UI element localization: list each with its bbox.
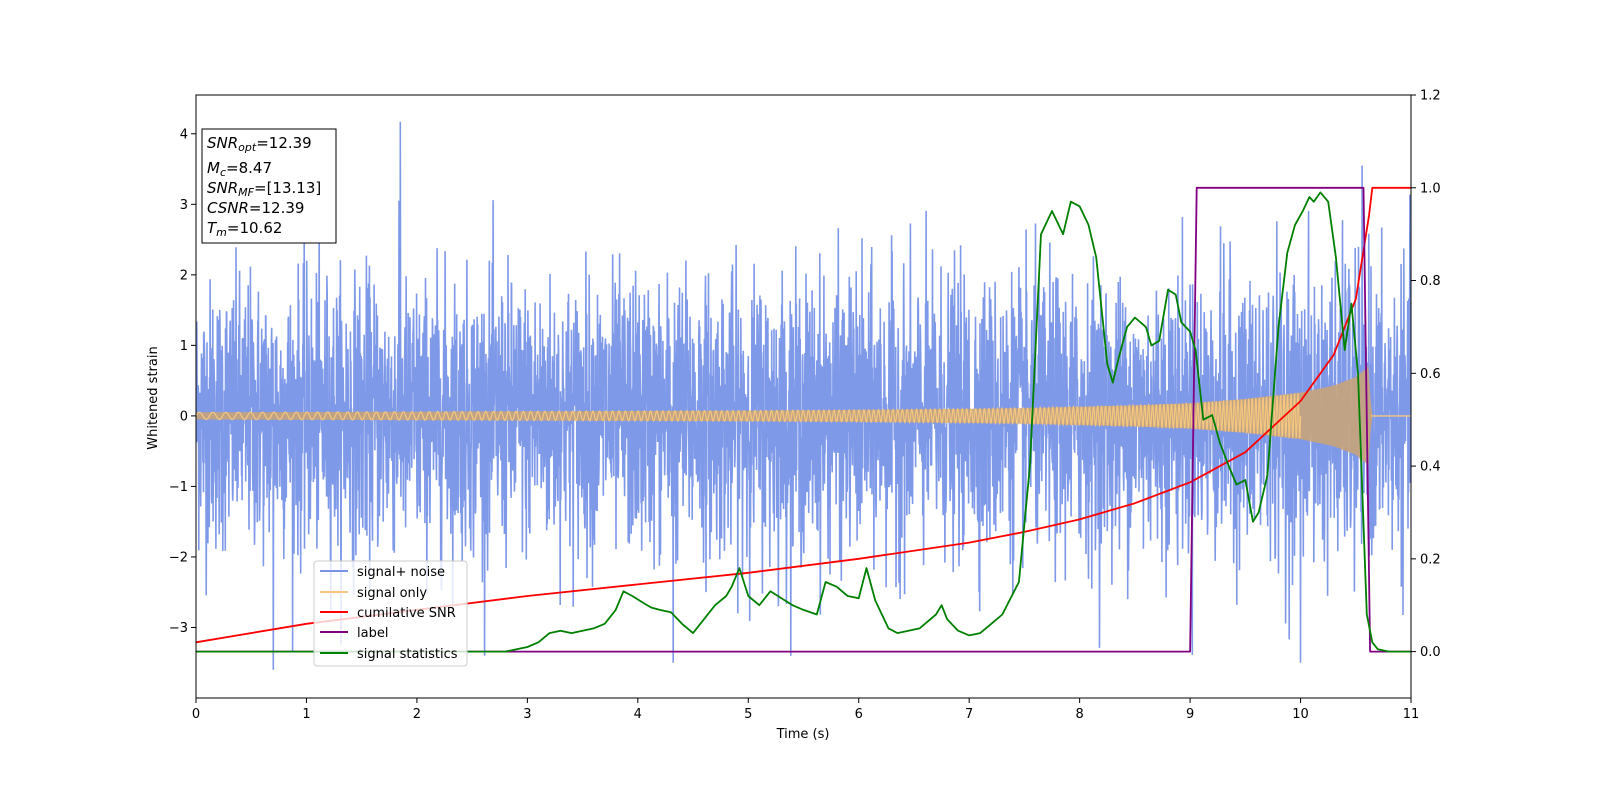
legend: signal+ noise signal only cumilative SNR… <box>313 560 468 667</box>
x-tick-label: 8 <box>1075 707 1083 722</box>
y2-tick-label: 0.2 <box>1420 552 1441 567</box>
y-tick-label: 3 <box>180 198 188 213</box>
svg-text:cumilative SNR: cumilative SNR <box>357 606 456 621</box>
x-tick-label: 5 <box>744 707 752 722</box>
x-tick-label: 10 <box>1292 707 1309 722</box>
signal-statistics-line <box>196 191 1411 653</box>
x-tick-label: 6 <box>855 707 863 722</box>
signal-noise-line <box>196 121 1411 670</box>
y2-tick-label: 1.2 <box>1420 89 1441 104</box>
y-tick-label: −3 <box>169 621 188 636</box>
x-tick-label: 7 <box>965 707 973 722</box>
info-csnr: CSNR=12.39 <box>207 199 304 217</box>
y-tick-label: −2 <box>169 550 188 565</box>
x-tick-label: 3 <box>523 707 531 722</box>
cumulative-snr-series <box>195 186 1411 644</box>
legend-entry-label: label <box>320 626 388 641</box>
x-tick-label: 4 <box>634 707 642 722</box>
y2-tick-label: 0.8 <box>1420 274 1441 289</box>
signal-only-series <box>195 365 1411 466</box>
legend-entry-signal-noise: signal+ noise <box>320 565 445 580</box>
svg-text:label: label <box>357 626 388 641</box>
y2-tick-label: 1.0 <box>1420 181 1441 196</box>
label-series <box>196 186 1411 653</box>
info-box: SNRopt=12.39 Mc=8.47 SNRMF=[13.13] CSNR=… <box>201 128 337 244</box>
x-tick-label: 11 <box>1403 707 1420 722</box>
signal-only-envelope <box>196 365 1411 466</box>
legend-entry-cumulative-snr: cumilative SNR <box>320 606 456 621</box>
signal-statistics-series <box>196 191 1411 653</box>
axes <box>195 94 1412 699</box>
info-mc: Mc=8.47 <box>207 159 272 179</box>
info-snr-mf: SNRMF=[13.13] <box>207 179 321 199</box>
legend-entry-signal-statistics: signal statistics <box>320 647 458 662</box>
svg-text:signal only: signal only <box>357 586 427 601</box>
y-axis-title: Whitened strain <box>146 346 161 449</box>
signal-only-line <box>195 392 1302 440</box>
x-tick-label: 2 <box>413 707 421 722</box>
svg-text:signal+ noise: signal+ noise <box>357 565 445 580</box>
x-tick-label: 9 <box>1186 707 1194 722</box>
y-tick-label: 4 <box>180 127 188 142</box>
y2-tick-label: 0.6 <box>1420 367 1441 382</box>
x-tick-label: 1 <box>302 707 310 722</box>
svg-text:signal statistics: signal statistics <box>357 647 458 662</box>
y-tick-label: −1 <box>169 480 188 495</box>
legend-entry-signal-only: signal only <box>320 586 427 601</box>
label-line <box>196 186 1411 653</box>
ticks: 0 1 2 3 4 5 6 7 8 9 10 1143210−1−2−31.21.00.80.60.4… <box>169 89 1441 723</box>
y2-tick-label: 0.4 <box>1420 460 1441 475</box>
cumulative-snr-line <box>195 186 1411 644</box>
plot-frame <box>195 94 1412 699</box>
signal-noise-series <box>196 121 1411 670</box>
x-axis-title: Time (s) <box>776 727 830 742</box>
info-snr-opt: SNRopt=12.39 <box>207 134 312 154</box>
info-tm: Tm=10.62 <box>207 219 282 239</box>
x-tick-label: 0 <box>192 707 200 722</box>
y-tick-label: 1 <box>180 339 188 354</box>
y2-tick-label: 0.0 <box>1420 645 1441 660</box>
y-tick-label: 0 <box>180 409 188 424</box>
y-tick-label: 2 <box>180 268 188 283</box>
